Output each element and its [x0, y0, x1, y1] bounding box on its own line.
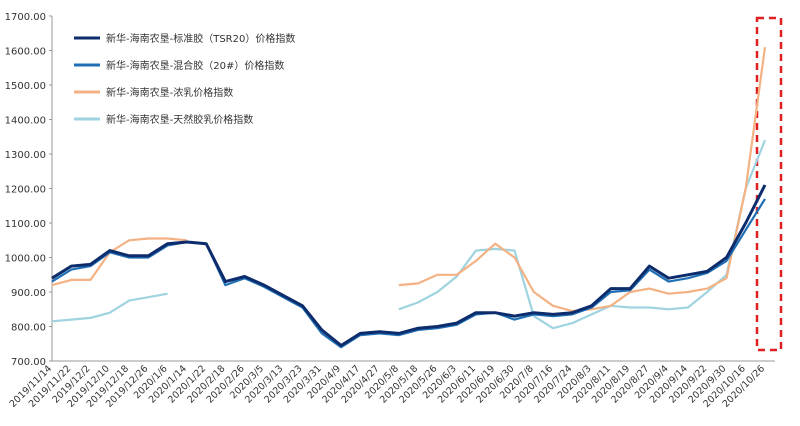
y-tick-label: 1300.00: [5, 150, 46, 161]
legend-label: 新华-海南农垦-浓乳价格指数: [106, 86, 233, 99]
y-tick-label: 900.00: [11, 288, 46, 299]
y-tick-label: 1000.00: [5, 254, 46, 265]
legend-label: 新华-海南农垦-天然胶乳价格指数: [106, 113, 253, 126]
legend-label: 新华-海南农垦-标准胶（TSR20）价格指数: [106, 32, 295, 45]
y-tick-label: 1500.00: [5, 81, 46, 92]
y-tick-label: 1700.00: [5, 12, 46, 23]
highlight-box: [755, 16, 783, 352]
y-tick-label: 1100.00: [5, 219, 46, 230]
y-tick-label: 1400.00: [5, 116, 46, 127]
y-tick-label: 800.00: [11, 323, 46, 334]
series-line: [51, 139, 767, 330]
series-line: [51, 184, 767, 347]
y-tick-label: 700.00: [11, 357, 46, 368]
y-tick-label: 1200.00: [5, 185, 46, 196]
legend-label: 新华-海南农垦-混合胶（20#）价格指数: [106, 59, 284, 72]
y-tick-label: 1600.00: [5, 47, 46, 58]
